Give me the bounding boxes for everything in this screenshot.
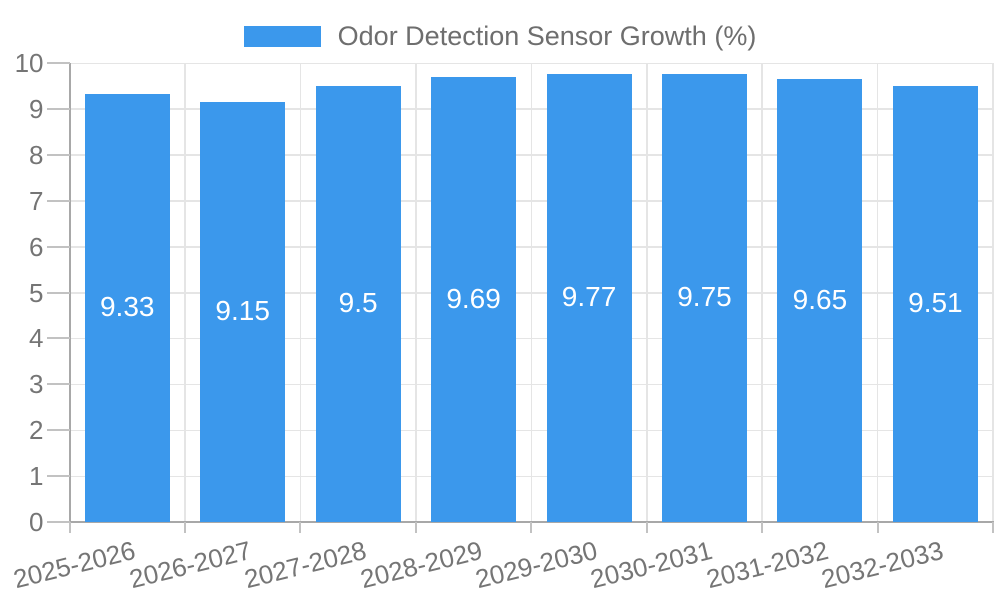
y-tick-label: 3 <box>29 369 44 400</box>
bar <box>777 79 863 522</box>
y-tick <box>46 429 70 432</box>
y-tick <box>46 521 70 523</box>
bar-value-label: 9.65 <box>792 283 848 315</box>
y-tick <box>46 199 70 202</box>
y-tick <box>46 107 70 110</box>
x-tick <box>761 522 764 533</box>
bar-value-label: 9.75 <box>677 281 732 313</box>
bar-value-label: 9.5 <box>338 286 378 318</box>
y-axis-line <box>68 63 71 522</box>
x-gridline <box>530 63 533 522</box>
bar <box>892 85 978 522</box>
legend-label: Odor Detection Sensor Growth (%) <box>337 21 757 51</box>
plot-area: 0 1 2 3 4 5 6 7 8 9 10 9.33 2025-2026 9.15 2026-2027 9.… <box>11 49 995 594</box>
x-tick-label: 2030-2031 <box>587 535 716 595</box>
bar-value-label: 9.33 <box>99 290 155 322</box>
bar <box>315 85 401 522</box>
y-tick <box>46 153 70 156</box>
x-tick <box>876 522 879 533</box>
x-tick <box>299 522 302 533</box>
y-tick <box>46 475 70 478</box>
x-gridline <box>646 63 648 522</box>
x-tick <box>992 522 995 533</box>
bar <box>546 73 632 522</box>
x-gridline <box>415 63 417 522</box>
x-tick <box>414 522 417 533</box>
legend-swatch <box>243 26 321 47</box>
bar <box>661 74 747 522</box>
y-tick <box>46 383 70 386</box>
x-tick <box>183 522 186 533</box>
bar-value-label: 9.77 <box>561 280 617 312</box>
y-tick-label: 2 <box>29 415 44 446</box>
y-tick-label: 8 <box>29 139 44 170</box>
y-tick-label: 7 <box>29 185 44 216</box>
x-gridline <box>761 63 763 522</box>
x-gridline <box>992 63 994 522</box>
y-tick-label: 5 <box>29 277 44 308</box>
y-tick <box>46 62 70 64</box>
x-tick <box>530 522 533 533</box>
y-tick-label: 10 <box>14 48 44 78</box>
bar <box>431 77 517 522</box>
y-tick-label: 6 <box>29 231 44 262</box>
y-tick-label: 9 <box>29 93 44 124</box>
bar <box>200 102 286 522</box>
y-tick-label: 0 <box>29 507 44 537</box>
bar <box>84 93 170 522</box>
x-tick-label: 2027-2028 <box>241 535 370 595</box>
y-tick-label: 1 <box>29 461 44 492</box>
bar-value-label: 9.15 <box>215 295 270 326</box>
y-tick <box>46 337 70 340</box>
x-tick-label: 2026-2027 <box>126 535 254 595</box>
x-tick-label: 2032-2033 <box>818 535 947 595</box>
y-tick-label: 4 <box>29 323 44 354</box>
x-tick-label: 2029-2030 <box>472 535 601 595</box>
legend: Odor Detection Sensor Growth (%) <box>0 21 1000 52</box>
x-gridline <box>299 63 302 522</box>
bar-value-label: 9.51 <box>908 286 963 318</box>
x-tick-label: 2025-2026 <box>10 535 139 595</box>
x-tick <box>68 522 71 533</box>
x-gridline <box>184 63 186 522</box>
x-tick-label: 2028-2029 <box>356 535 485 595</box>
x-tick-label: 2031-2032 <box>703 535 832 595</box>
y-tick <box>46 245 70 248</box>
x-gridline <box>876 63 879 522</box>
y-tick <box>46 291 70 294</box>
bar-value-label: 9.69 <box>446 282 501 314</box>
x-tick <box>645 522 648 533</box>
